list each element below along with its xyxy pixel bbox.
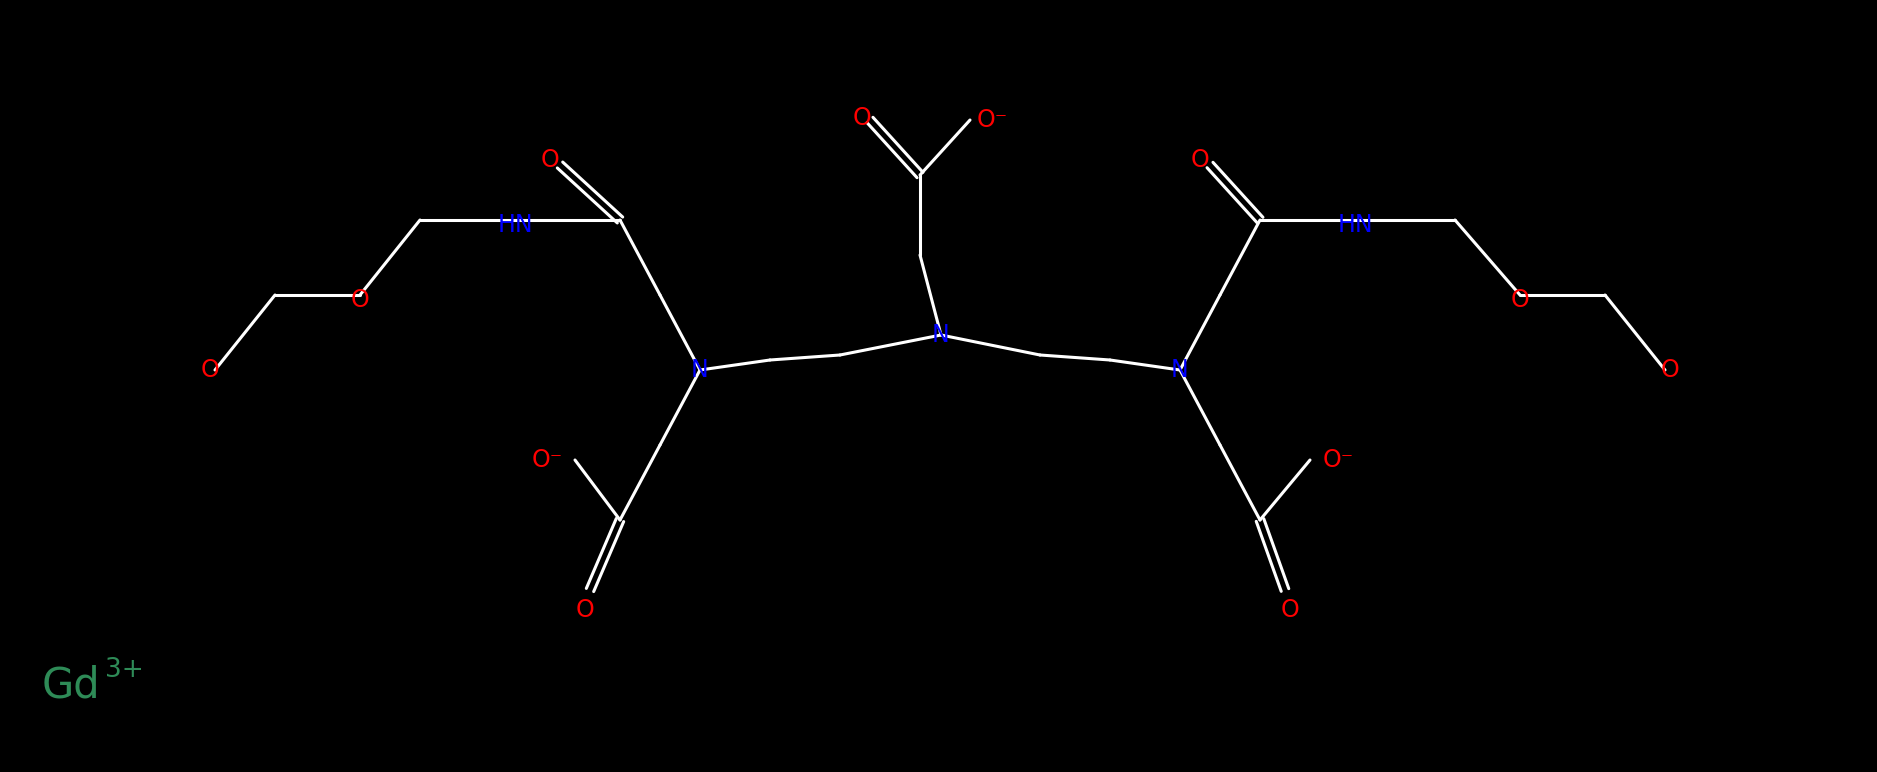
Text: O: O xyxy=(351,288,370,312)
Text: O: O xyxy=(201,358,220,382)
Text: N: N xyxy=(933,323,950,347)
Text: O: O xyxy=(576,598,595,622)
Text: O: O xyxy=(1280,598,1299,622)
Text: Gd: Gd xyxy=(41,664,101,706)
Text: O: O xyxy=(1190,148,1209,172)
Text: O: O xyxy=(541,148,559,172)
Text: O⁻: O⁻ xyxy=(531,448,563,472)
Text: HN: HN xyxy=(1336,213,1372,237)
Text: O: O xyxy=(1661,358,1680,382)
Text: 3+: 3+ xyxy=(105,657,145,683)
Text: O: O xyxy=(852,106,871,130)
Text: O⁻: O⁻ xyxy=(1323,448,1353,472)
Text: N: N xyxy=(1171,358,1188,382)
Text: O: O xyxy=(1511,288,1530,312)
Text: HN: HN xyxy=(497,213,533,237)
Text: N: N xyxy=(691,358,710,382)
Text: O⁻: O⁻ xyxy=(976,108,1008,132)
